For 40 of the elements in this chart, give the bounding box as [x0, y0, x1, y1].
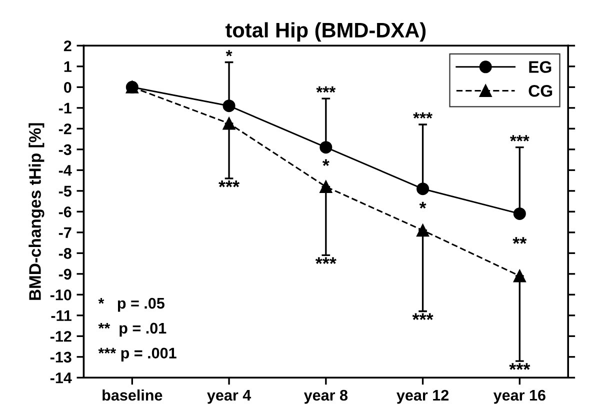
y-tick-label: -14	[50, 372, 72, 384]
annotation: ***	[509, 363, 530, 370]
x-tick-label: year 4	[207, 390, 252, 404]
y-tick-label: 0	[64, 82, 72, 93]
x-tick-label: year 16	[493, 390, 546, 404]
y-tick-label: -6	[58, 206, 72, 218]
y-tick-label: -7	[58, 227, 72, 238]
annotation: ***	[218, 180, 240, 188]
y-tick-label: -4	[58, 165, 72, 176]
legend-label: EG	[529, 61, 552, 73]
x-tick-label: baseline	[102, 389, 162, 401]
annotation: * p = .05	[98, 298, 164, 312]
y-tick-label: -5	[58, 186, 72, 197]
annotation: ***	[412, 313, 434, 320]
x-tick-label: year 12	[396, 390, 449, 404]
y-tick-label: -9	[58, 268, 72, 280]
annotation: **	[512, 237, 527, 244]
annotation: *	[226, 50, 232, 56]
chart-title: total Hip (BMD-DXA)	[225, 22, 426, 42]
annotation: ***	[413, 112, 432, 119]
y-tick-label: -1	[58, 102, 72, 114]
x-tick-label: year 8	[304, 390, 348, 404]
legend-label: CG	[528, 84, 552, 97]
y-tick-label: -12	[50, 331, 72, 342]
y-tick-label: 2	[64, 40, 72, 52]
annotation: ***	[316, 86, 336, 93]
annotation: *	[322, 159, 330, 166]
y-tick-label: 1	[64, 61, 72, 72]
annotation: ***	[510, 135, 530, 142]
y-tick-label: -11	[51, 310, 72, 321]
y-tick-label: -10	[50, 290, 72, 300]
y-tick-label: -13	[50, 352, 72, 363]
y-tick-label: -8	[58, 248, 72, 259]
y-axis-title: BMD-changes tHip [%]	[28, 123, 44, 300]
annotation: ** p = .01	[98, 322, 166, 337]
annotation: *	[419, 202, 426, 209]
annotation: *** p = .001	[98, 348, 176, 362]
y-tick-label: -3	[58, 144, 72, 156]
annotation: ***	[315, 257, 336, 264]
y-tick-label: -2	[58, 124, 72, 134]
